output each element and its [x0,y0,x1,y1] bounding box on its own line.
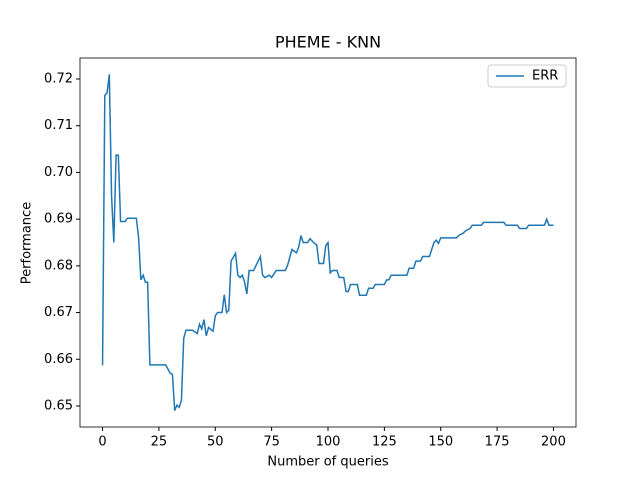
x-tick-label: 150 [428,435,453,450]
plot-frame [79,57,577,428]
y-tick-label: 0.68 [44,258,73,273]
y-tick-label: 0.67 [44,305,73,320]
legend-box [487,64,567,88]
x-tick-label: 200 [541,435,566,450]
chart-title: PHEME - KNN [275,33,381,52]
x-tick-label: 100 [316,435,341,450]
x-tick-label: 125 [372,435,397,450]
x-tick-label: 175 [485,435,510,450]
x-tick-label: 0 [98,435,106,450]
y-tick-label: 0.72 [44,72,73,87]
x-tick-label: 75 [263,435,280,450]
y-tick-label: 0.69 [44,212,73,227]
y-tick-label: 0.66 [44,352,73,367]
y-tick-label: 0.71 [44,118,73,133]
x-axis-label: Number of queries [267,455,388,470]
x-tick-label: 50 [207,435,224,450]
y-axis-label: Performance [20,202,35,284]
y-tick-label: 0.70 [44,165,73,180]
data-line [101,74,554,411]
y-tick-label: 0.65 [44,398,73,413]
x-tick-label: 25 [151,435,168,450]
legend-label: ERR [532,69,558,84]
